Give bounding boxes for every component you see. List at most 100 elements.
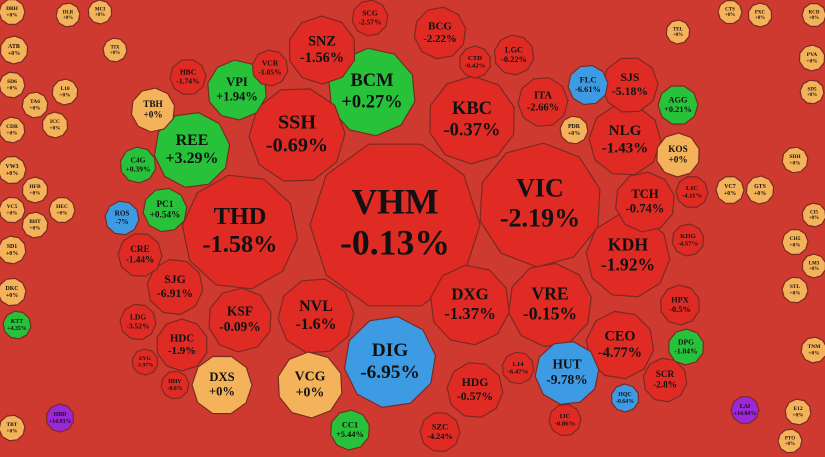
cell-ticker: LDG [130, 313, 146, 322]
cell-change: -0.74% [626, 201, 665, 215]
cell-ticker: SCG [362, 9, 378, 18]
cell-change: -7% [115, 218, 128, 226]
cell-change: +0% [6, 13, 17, 19]
cell-ticker: KTT [11, 319, 23, 325]
cell-change: -4.24% [427, 432, 453, 441]
cell-change: +4.35% [7, 326, 27, 332]
cell-change: +0% [789, 161, 800, 167]
cell-ticker: SZC [432, 422, 448, 431]
cell-ticker: BHT [29, 219, 41, 225]
cell-change: +0% [807, 92, 817, 98]
cell-change: -1.58% [202, 231, 277, 258]
cell-ticker: REE [176, 132, 209, 149]
cell [668, 328, 704, 366]
cell [181, 174, 299, 290]
cell-ticker: VCG [295, 369, 326, 384]
cell-ticker: HQC [618, 392, 631, 398]
cell [517, 77, 569, 127]
cell [191, 355, 253, 415]
cell-change: +0.54% [150, 210, 181, 220]
cell-ticker: PVA [807, 52, 818, 58]
cell-ticker: SD5 [808, 86, 817, 92]
cell [2, 310, 32, 340]
cell-ticker: ITA [534, 91, 552, 102]
cell-change: +0% [29, 106, 40, 112]
cell [446, 362, 504, 418]
cell-change: +0% [725, 12, 735, 18]
cell-change: -1.56% [300, 50, 344, 66]
cell-change: +0% [8, 51, 20, 57]
cell [430, 264, 510, 346]
cell-change: +0% [568, 131, 580, 137]
cell [0, 0, 26, 26]
cell-ticker: HEC [56, 204, 68, 210]
cell-ticker: KOS [668, 144, 688, 154]
cell-change: +0% [6, 131, 17, 137]
cell-change: -2.57% [358, 17, 381, 26]
cell-ticker: DLR [63, 9, 74, 15]
cell-ticker: HPX [671, 295, 689, 304]
cell-change: -1.92% [601, 255, 655, 275]
cell [642, 357, 688, 403]
cell-change: +0% [809, 15, 819, 21]
cell-ticker: SCR [656, 369, 675, 379]
cell [21, 211, 49, 239]
cell-change: +0% [143, 110, 162, 120]
cell-ticker: HUT [552, 357, 581, 372]
cell [493, 34, 535, 76]
cell-change: +3.29% [166, 150, 219, 167]
cell-change: -2.66% [527, 103, 559, 114]
cell-ticker: VC5 [7, 204, 18, 210]
cell [745, 175, 775, 205]
cell [0, 235, 27, 265]
cell [343, 315, 437, 409]
cell-ticker: VC7 [724, 184, 735, 190]
cell-change: +0% [95, 12, 105, 18]
cell-change: -0.57% [457, 390, 493, 403]
cell-ticker: VHM [351, 182, 438, 222]
cell-change: -1.44% [126, 255, 154, 265]
cell-ticker: PC1 [157, 199, 174, 209]
cell-change: -0.09% [219, 319, 260, 334]
cell-change: +0% [789, 291, 800, 297]
cell [119, 146, 157, 184]
cell-change: +14.04% [734, 411, 757, 417]
cell [799, 79, 825, 105]
cell [208, 287, 272, 353]
cell-change: +14.93% [49, 419, 72, 425]
cell [119, 303, 157, 341]
cell [656, 132, 700, 178]
cell-change: -1.97% [137, 363, 154, 369]
cell-ticker: NLG [609, 123, 642, 139]
cell [153, 111, 231, 189]
cell-ticker: LIC [686, 185, 698, 192]
cell-change: -0.13% [340, 223, 450, 263]
cell [48, 196, 76, 224]
cell-change: +0% [673, 32, 683, 38]
cell-ticker: ATB [8, 44, 20, 50]
cell-change: -0.22% [501, 55, 527, 64]
cell-change: -2.19% [500, 204, 580, 233]
cell [675, 175, 709, 209]
cell-ticker: TBH [143, 99, 163, 109]
cell [277, 278, 355, 354]
cell-ticker: L10 [60, 86, 69, 92]
cell-ticker: CC1 [342, 420, 358, 429]
cell [501, 351, 535, 385]
cell-ticker: PDR [568, 124, 581, 130]
cell [87, 0, 113, 25]
cell-change: +0% [754, 191, 766, 197]
cell-ticker: CH5 [790, 236, 801, 242]
cell-ticker: SJG [164, 273, 186, 286]
cell-change: -1.6% [295, 316, 336, 333]
cell-ticker: L14 [512, 361, 524, 368]
cell [657, 85, 699, 125]
cell-change: +0% [792, 413, 803, 419]
cell [730, 396, 760, 424]
cell [131, 348, 159, 376]
cell [479, 142, 601, 268]
cell [548, 403, 582, 437]
cell-ticker: VPI [226, 75, 248, 89]
